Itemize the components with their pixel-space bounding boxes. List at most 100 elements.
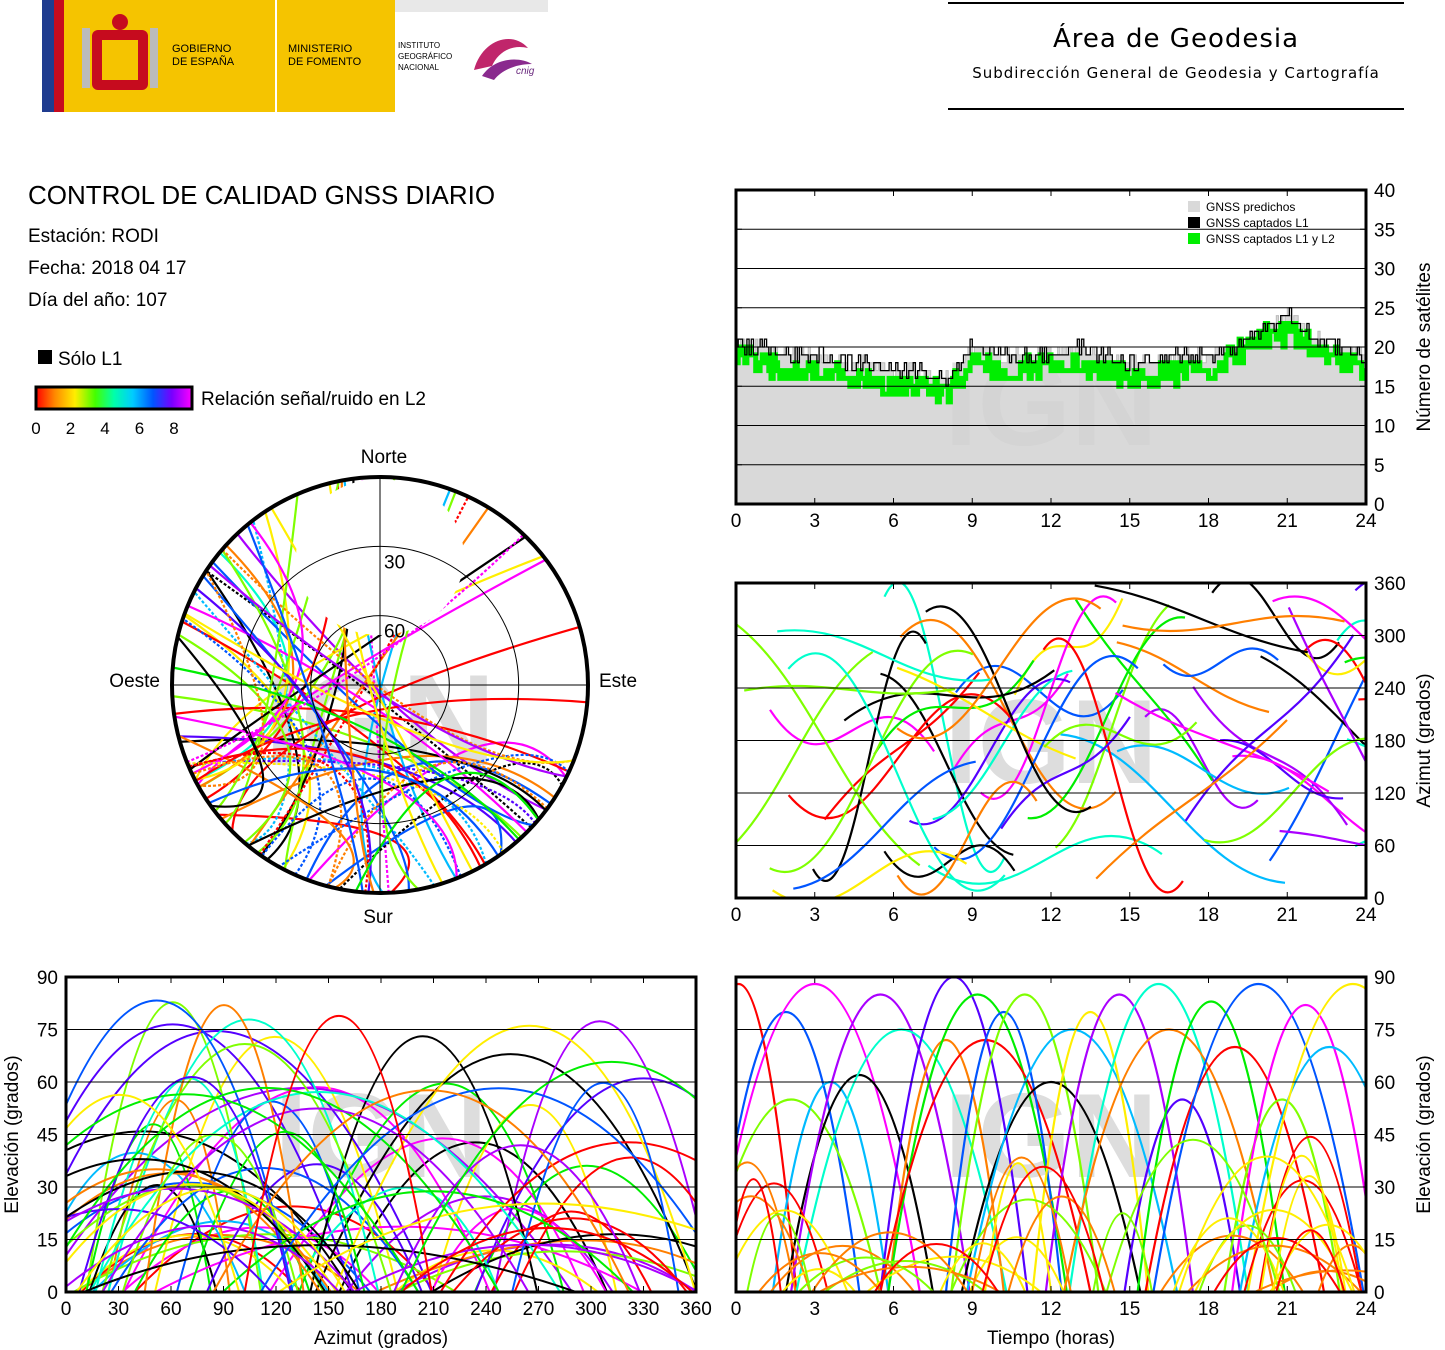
azimuth-track xyxy=(1268,672,1366,862)
y-tick-label: 180 xyxy=(1374,732,1406,753)
elev-time-track xyxy=(887,993,1068,1292)
azimuth-track xyxy=(927,834,1163,885)
x-tick-label: 270 xyxy=(523,1299,555,1320)
sky-track xyxy=(194,511,291,781)
sky-track xyxy=(327,761,549,887)
azimuth-track xyxy=(909,678,1071,826)
sky-track xyxy=(221,548,305,854)
azimuth-track xyxy=(1203,737,1366,844)
x-tick-label: 240 xyxy=(470,1299,502,1320)
elev-az-track xyxy=(75,1187,346,1292)
sky-track xyxy=(174,715,458,879)
sky-track xyxy=(186,533,525,764)
header-top-rule xyxy=(948,2,1404,4)
min-line1: MINISTERIO xyxy=(288,43,353,55)
cnig-logo-icon: cnig xyxy=(474,39,535,80)
y-tick-label: 90 xyxy=(37,968,58,989)
elev-time-low-track xyxy=(1275,1229,1346,1292)
azimuth-track xyxy=(1220,739,1344,800)
cnig-text: cnig xyxy=(516,66,535,77)
legend-label: GNSS captados L1 xyxy=(1206,216,1309,230)
x-tick-label: 21 xyxy=(1277,511,1298,532)
sky-track xyxy=(183,614,312,870)
elev-az-track xyxy=(66,1086,500,1292)
sky-track xyxy=(177,633,292,844)
sky-track xyxy=(209,564,567,778)
elev-az-track xyxy=(259,1087,696,1292)
elev-az-track xyxy=(66,1168,321,1292)
elev-az-track xyxy=(309,1035,539,1292)
elev-az-track xyxy=(353,1243,696,1292)
azimuth-track xyxy=(1272,595,1366,642)
elev-time-track xyxy=(736,1098,882,1292)
x-tick-label: 21 xyxy=(1277,1299,1298,1320)
y-tick-label: 120 xyxy=(1374,784,1406,805)
azimuth-track xyxy=(1303,639,1366,687)
sky-track xyxy=(176,636,265,808)
y-axis-label: Elevación (grados) xyxy=(2,1055,23,1213)
elev-time-track xyxy=(1246,983,1366,1292)
elev-az-track xyxy=(143,1004,305,1292)
elev-az-track xyxy=(511,1082,680,1292)
sky-track xyxy=(181,620,487,866)
elev-az-track xyxy=(314,1053,696,1292)
azimuth-track xyxy=(883,844,1016,878)
y-tick-label: 45 xyxy=(1374,1126,1395,1147)
elev-az-track xyxy=(188,1131,366,1292)
x-tick-label: 9 xyxy=(967,905,978,926)
elev-time-track xyxy=(887,1039,1005,1292)
elev-az-track xyxy=(452,1217,688,1292)
elev-time-track xyxy=(736,982,798,1292)
elev-time-track xyxy=(944,1011,1063,1292)
sky-horizon xyxy=(170,475,590,895)
plot-frame xyxy=(734,581,1368,900)
elev-az-track xyxy=(154,1225,643,1292)
sky-track xyxy=(187,761,505,853)
x-axis-label: Azimut (grados) xyxy=(314,1328,448,1349)
sky-track xyxy=(260,777,462,878)
y-tick-label: 5 xyxy=(1374,456,1385,477)
doy-label: Día del año: 107 xyxy=(28,290,168,311)
azimuth-track xyxy=(880,672,1014,856)
azimuth-track xyxy=(1116,744,1290,795)
elev-time-low-track xyxy=(950,1198,1107,1292)
x-tick-label: 0 xyxy=(731,511,742,532)
elev-az-track xyxy=(278,1202,696,1292)
y-tick-label: 10 xyxy=(1374,417,1395,438)
x-tick-label: 9 xyxy=(967,1299,978,1320)
elev-az-track xyxy=(212,1089,630,1292)
elev-az-track xyxy=(66,1208,273,1292)
azimuth-track xyxy=(1122,614,1345,633)
azimuth-track xyxy=(1260,655,1366,748)
x-tick-label: 90 xyxy=(213,1299,234,1320)
elev-time-low-track xyxy=(873,1243,999,1292)
azimuth-track xyxy=(925,605,1092,813)
x-tick-label: 120 xyxy=(260,1299,292,1320)
x-tick-label: 60 xyxy=(160,1299,181,1320)
azimuth-track xyxy=(883,583,1006,873)
area-header: Área de Geodesia Subdirección General de… xyxy=(948,2,1404,112)
y-tick-label: 15 xyxy=(37,1231,58,1252)
plot-frame xyxy=(734,975,1368,1294)
elev-time-track xyxy=(1231,1004,1366,1292)
sky-track xyxy=(221,548,575,765)
legend-swatch xyxy=(1188,201,1200,212)
sky-track xyxy=(246,524,364,893)
x-tick-label: 15 xyxy=(1119,1299,1140,1320)
x-tick-label: 12 xyxy=(1040,1299,1061,1320)
sky-track xyxy=(182,617,322,876)
eu-stripe xyxy=(42,0,54,112)
azimuth-track xyxy=(873,659,1035,756)
x-tick-label: 12 xyxy=(1040,905,1061,926)
x-tick-label: 24 xyxy=(1355,511,1377,532)
elev-az-track xyxy=(400,1227,694,1292)
area-subtitle: Subdirección General de Geodesia y Carto… xyxy=(972,64,1380,82)
y-tick-label: 40 xyxy=(1374,181,1395,202)
x-tick-label: 3 xyxy=(809,905,820,926)
y-tick-label: 20 xyxy=(1374,338,1395,359)
azimuth-track xyxy=(736,651,874,845)
header-bottom-rule xyxy=(948,108,1404,110)
elev-time-low-track xyxy=(818,1265,1001,1292)
ring-label-30: 30 xyxy=(384,552,405,573)
sky-track xyxy=(184,612,574,764)
